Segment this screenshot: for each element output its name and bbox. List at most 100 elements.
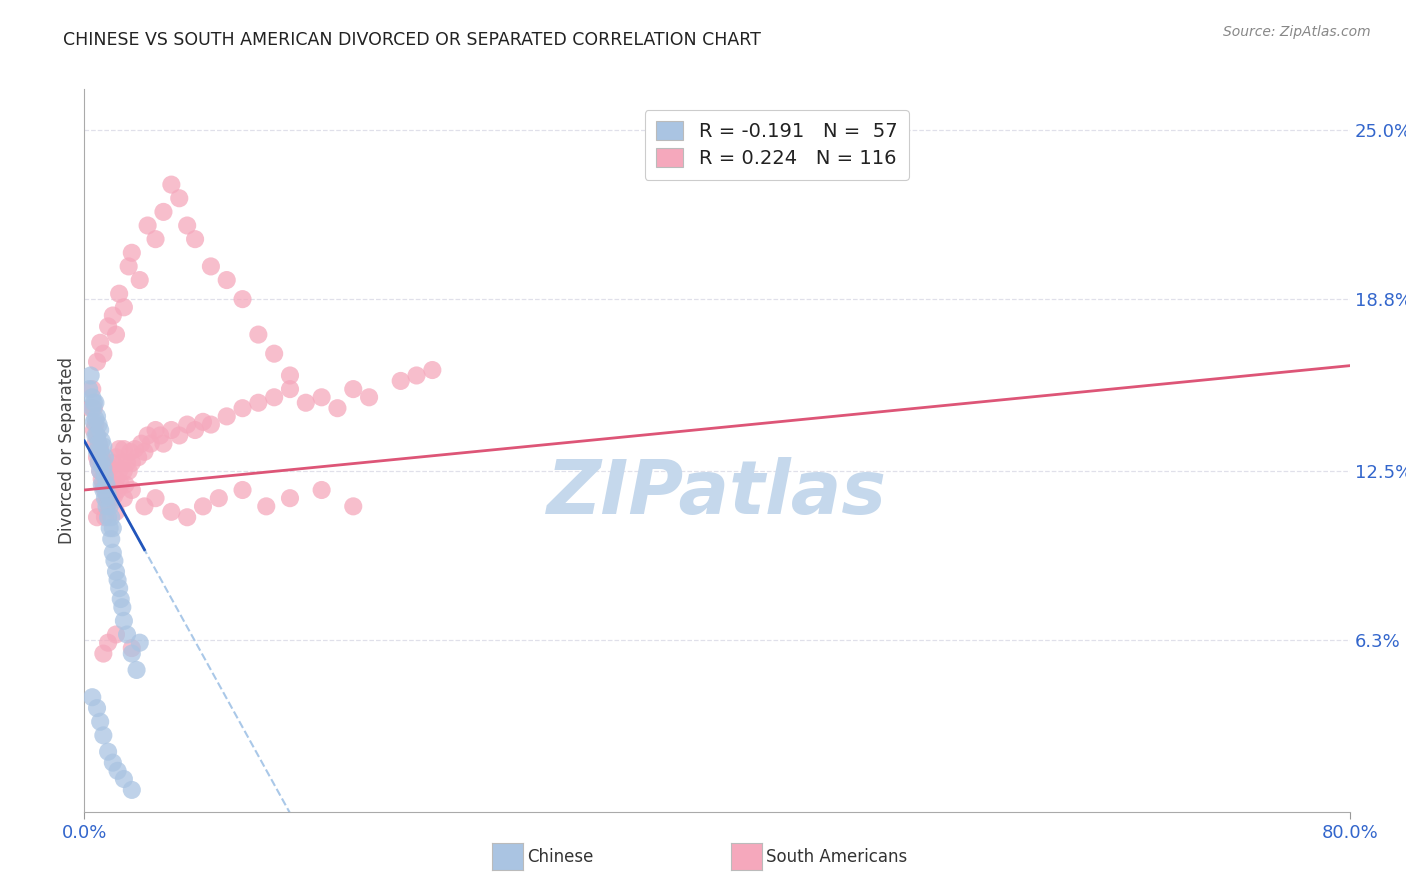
Point: [93, 477, 115, 491]
Point: [231, 483, 254, 497]
Point: [79, 401, 103, 416]
Point: [127, 450, 149, 465]
Point: [89, 464, 111, 478]
Point: [263, 346, 285, 360]
Point: [124, 442, 146, 456]
Point: [94, 491, 117, 505]
Point: [129, 436, 153, 450]
Point: [93, 728, 115, 742]
Point: [103, 488, 125, 502]
Point: [96, 500, 118, 514]
Point: [105, 472, 127, 486]
Point: [89, 423, 111, 437]
Point: [120, 445, 142, 459]
Point: [176, 417, 198, 432]
Point: [86, 428, 108, 442]
Point: [184, 232, 207, 246]
Point: [115, 456, 138, 470]
Point: [231, 292, 254, 306]
Point: [96, 491, 118, 505]
Point: [108, 442, 131, 456]
Point: [97, 488, 120, 502]
Point: [108, 464, 131, 478]
Point: [97, 745, 120, 759]
Point: [121, 483, 143, 497]
Point: [112, 614, 135, 628]
Point: [96, 467, 118, 481]
Y-axis label: Divorced or Separated: Divorced or Separated: [58, 357, 76, 544]
Point: [208, 491, 231, 505]
Point: [136, 219, 159, 233]
Point: [112, 491, 135, 505]
Point: [90, 450, 112, 465]
Legend: R = -0.191   N =  57, R = 0.224   N = 116: R = -0.191 N = 57, R = 0.224 N = 116: [644, 110, 910, 180]
Point: [128, 273, 150, 287]
Point: [110, 592, 132, 607]
Point: [97, 497, 120, 511]
Text: South Americans: South Americans: [766, 848, 907, 866]
Point: [83, 415, 105, 429]
Point: [79, 368, 103, 383]
Point: [145, 232, 167, 246]
Point: [101, 309, 124, 323]
Point: [121, 245, 143, 260]
Point: [160, 178, 183, 192]
Point: [90, 434, 112, 448]
Point: [121, 647, 143, 661]
Point: [112, 464, 135, 478]
Point: [101, 521, 124, 535]
Point: [96, 477, 118, 491]
Point: [389, 374, 412, 388]
Point: [98, 461, 121, 475]
Point: [105, 450, 127, 465]
Point: [149, 428, 172, 442]
Point: [101, 756, 124, 770]
Point: [112, 301, 135, 315]
Point: [200, 417, 222, 432]
Point: [247, 396, 270, 410]
Point: [87, 436, 110, 450]
Point: [89, 464, 111, 478]
Point: [97, 472, 120, 486]
Point: [97, 635, 120, 649]
Point: [125, 663, 148, 677]
Point: [86, 450, 108, 465]
Point: [134, 445, 156, 459]
Point: [100, 532, 122, 546]
Text: ZIPatlas: ZIPatlas: [547, 458, 887, 531]
Point: [108, 286, 131, 301]
Point: [89, 442, 111, 456]
Point: [200, 260, 222, 274]
Point: [215, 409, 238, 424]
Point: [94, 483, 117, 497]
Point: [231, 401, 254, 416]
Point: [134, 500, 156, 514]
Point: [105, 505, 127, 519]
Point: [86, 445, 108, 459]
Point: [90, 472, 112, 486]
Point: [86, 510, 108, 524]
Point: [176, 510, 198, 524]
Point: [215, 273, 238, 287]
Point: [278, 368, 301, 383]
Point: [98, 491, 121, 505]
Point: [121, 783, 143, 797]
Point: [101, 456, 124, 470]
Point: [169, 428, 191, 442]
Point: [278, 491, 301, 505]
Point: [112, 772, 135, 786]
Point: [136, 428, 159, 442]
Point: [86, 701, 108, 715]
Point: [83, 423, 105, 437]
Point: [87, 456, 110, 470]
Point: [118, 260, 141, 274]
Point: [84, 396, 107, 410]
Point: [108, 581, 131, 595]
Point: [84, 412, 107, 426]
Point: [89, 445, 111, 459]
Point: [160, 423, 183, 437]
Text: Chinese: Chinese: [527, 848, 593, 866]
Point: [311, 390, 333, 404]
Point: [100, 491, 122, 505]
Point: [86, 428, 108, 442]
